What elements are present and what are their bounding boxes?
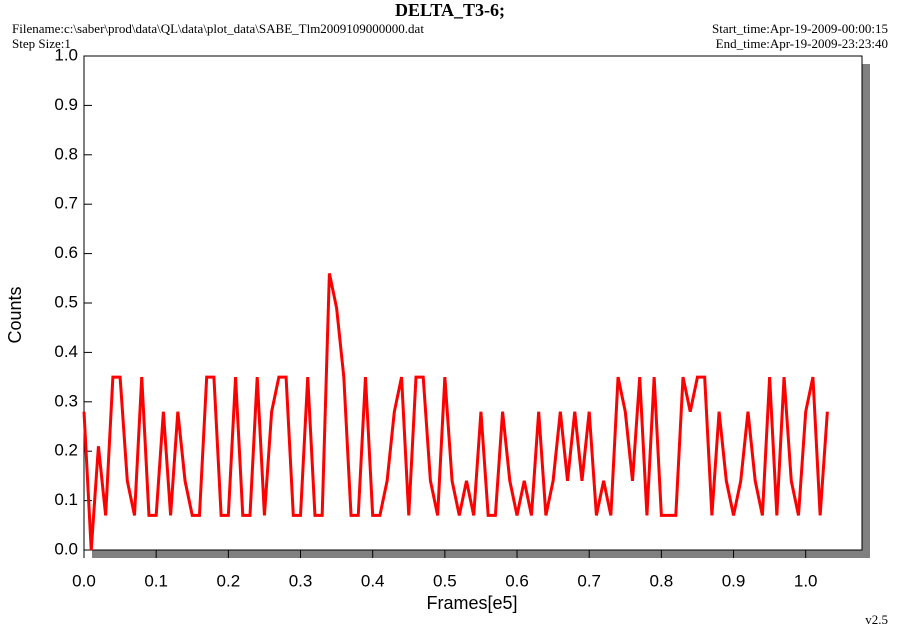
x-tick-label: 0.3	[289, 571, 313, 590]
step-size: Step Size:1	[12, 36, 71, 51]
y-tick-label: 0.7	[54, 194, 78, 213]
x-tick-label: 0.2	[217, 571, 241, 590]
y-tick-label: 0.6	[54, 243, 78, 262]
y-tick-label: 0.9	[54, 95, 78, 114]
y-tick-label: 0.1	[54, 490, 78, 509]
chart-title: DELTA_T3-6;	[395, 0, 505, 20]
x-tick-label: 0.4	[361, 571, 385, 590]
plot-area	[83, 55, 863, 551]
x-tick-label: 0.5	[433, 571, 457, 590]
x-axis-label: Frames[e5]	[426, 593, 517, 613]
x-tick-label: 0.9	[722, 571, 746, 590]
x-tick-label: 0.6	[505, 571, 529, 590]
x-tick-label: 0.0	[72, 571, 96, 590]
end-time: End_time:Apr-19-2009-23:23:40	[716, 36, 888, 51]
y-axis-label: Counts	[5, 286, 25, 343]
x-tick-label: 1.0	[794, 571, 818, 590]
y-tick-label: 0.0	[54, 539, 78, 558]
y-tick-label: 0.5	[54, 292, 78, 311]
x-tick-label: 0.8	[650, 571, 674, 590]
x-tick-label: 0.1	[144, 571, 168, 590]
start-time: Start_time:Apr-19-2009-00:00:15	[712, 21, 888, 36]
data-line	[82, 273, 829, 551]
y-tick-label: 0.4	[54, 342, 78, 361]
x-tick-label: 0.7	[577, 571, 601, 590]
filename: Filename:c:\saber\prod\data\QL\data\plot…	[12, 21, 424, 36]
y-tick-label: 0.2	[54, 441, 78, 460]
y-tick-label: 0.8	[54, 144, 78, 163]
y-tick-label: 1.0	[54, 45, 78, 64]
y-tick-label: 0.3	[54, 391, 78, 410]
version: v2.5	[865, 612, 888, 627]
